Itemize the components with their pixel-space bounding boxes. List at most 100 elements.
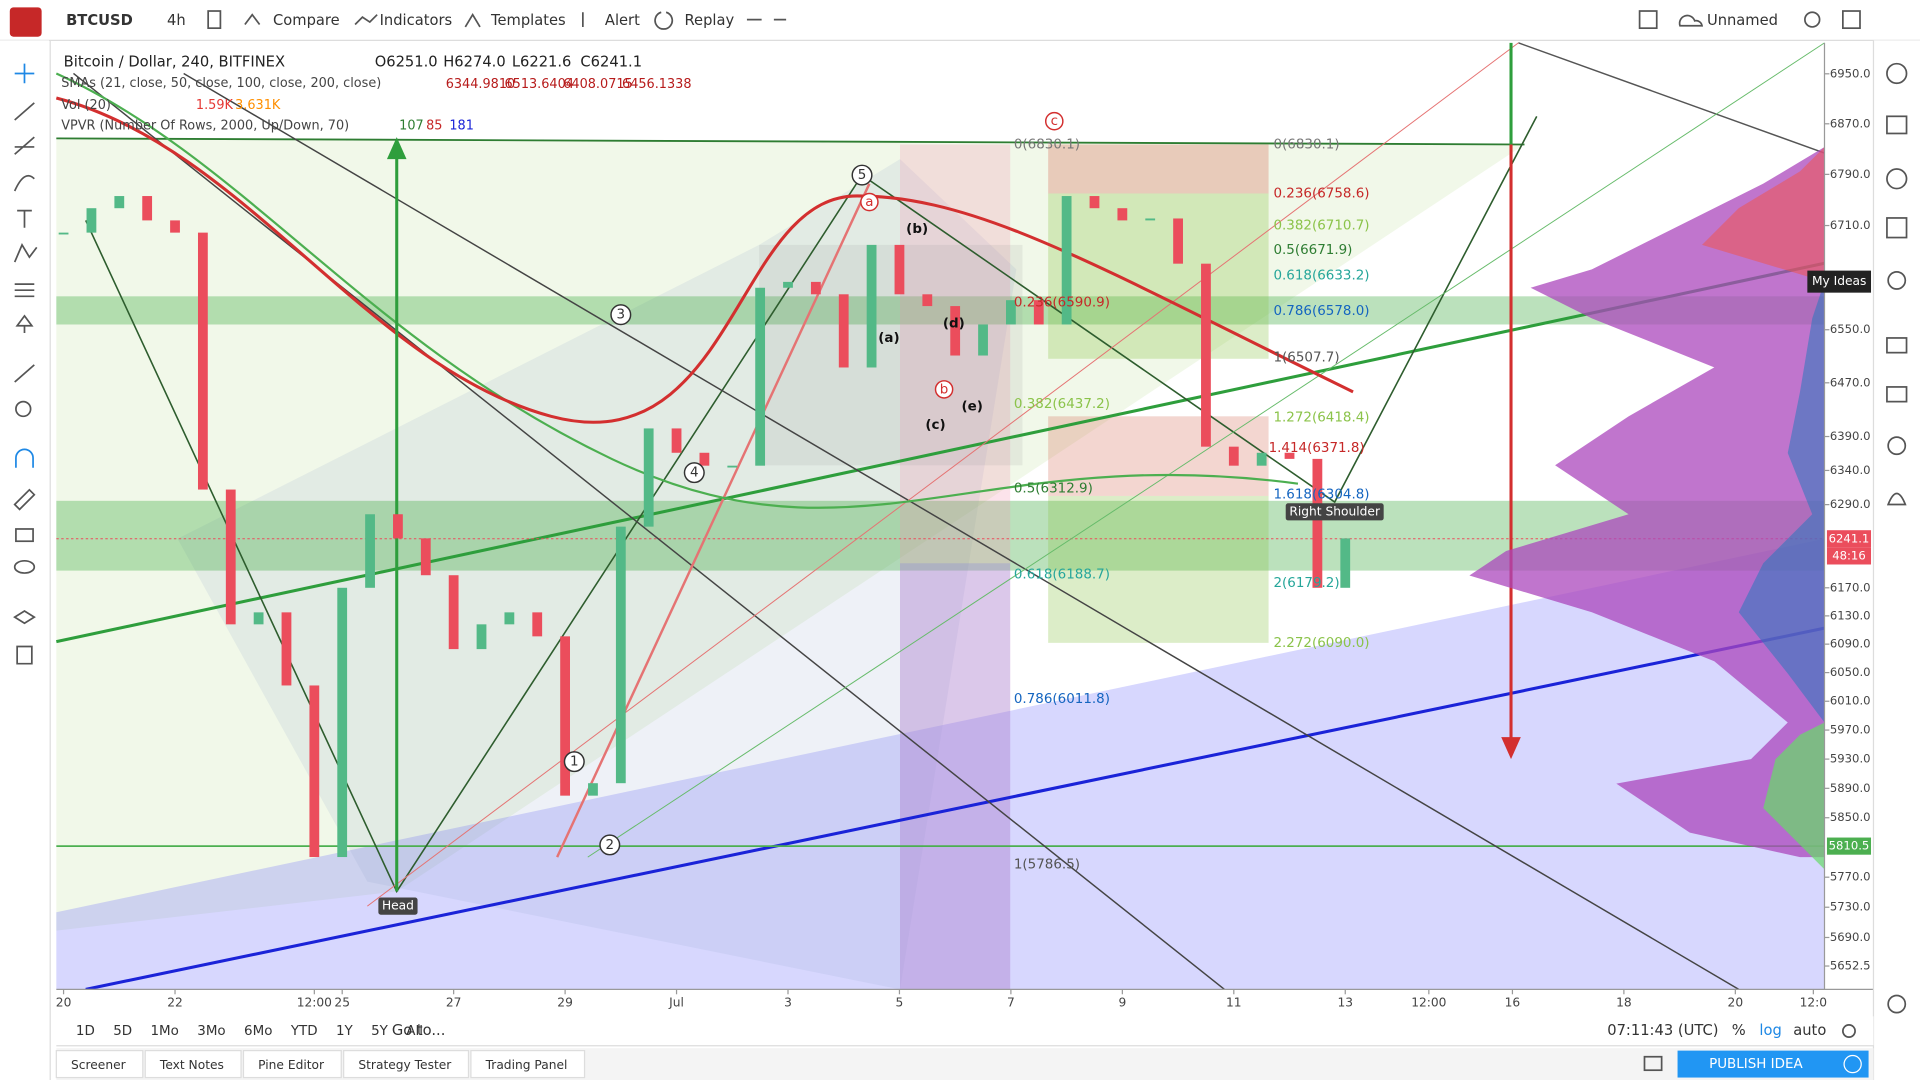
axes: 6950.0 6870.0 6790.0 6710.0 6550.0 6470.0 6390… [56,66,1871,1009]
symbol-title: Bitcoin / Dollar, 240, BITFINEX [64,53,285,70]
candle [281,612,292,686]
fullscreen-button[interactable] [1842,10,1861,30]
candle [1312,458,1323,588]
chart-type-icon[interactable] [207,10,222,30]
trendline [556,183,871,858]
tab-label[interactable]: Screener [71,1058,127,1072]
fib-label: 0.786(6011.8) [1014,692,1110,707]
tool-ruler[interactable] [14,364,35,383]
percent-button[interactable]: % [1732,1022,1746,1039]
range-button[interactable]: 5Y [371,1024,389,1039]
tab[interactable]: Screener [55,1050,144,1079]
tab[interactable]: Trading Panel [470,1050,586,1079]
tab-frame[interactable] [470,1050,586,1079]
candle [86,208,97,233]
price-badge [1826,530,1872,548]
alerts-button[interactable] [1886,168,1908,190]
tab-frame[interactable] [343,1050,470,1079]
watchlist-button[interactable] [1886,62,1908,85]
snapshot-button[interactable] [1643,1055,1663,1072]
range-button[interactable]: 3Mo [197,1024,225,1039]
messages-button[interactable] [1886,386,1908,403]
wave-label: 1 [570,755,579,770]
fib-label: 1(6507.7) [1273,351,1339,366]
fib-label: 1.618(6304.8) [1273,488,1369,503]
tool-layers[interactable] [13,610,36,625]
tool-text[interactable] [17,209,32,228]
chat-button[interactable] [1886,337,1908,354]
toolbar-button[interactable]: Compare [273,12,340,29]
drawing-tools [13,63,38,665]
range-button[interactable]: 5D [113,1024,132,1039]
tab-frame[interactable] [242,1050,342,1079]
tool-forecast[interactable] [14,283,35,298]
tab-frame[interactable] [144,1050,242,1079]
toolbar-button[interactable]: Templates [490,12,566,29]
ideas-button[interactable] [1887,270,1907,290]
toolbar-button[interactable]: Alert [605,12,640,29]
auto-button[interactable]: auto [1793,1022,1826,1039]
publish-button[interactable] [1677,1050,1869,1078]
hotlist-button[interactable] [1887,436,1907,456]
candle [950,306,961,356]
symbol-search[interactable]: BTCUSD [66,12,133,29]
bug-button[interactable] [1887,994,1907,1014]
publish-label[interactable]: PUBLISH IDEA [1709,1057,1803,1072]
tool-fib[interactable] [14,136,35,155]
tool-magnet[interactable] [15,448,34,468]
log-button[interactable]: log [1759,1022,1781,1039]
goto-button[interactable]: Go to... [392,1022,446,1039]
tool-lock-draw[interactable] [13,488,36,511]
tool-arrow[interactable] [15,314,34,334]
calendar-button[interactable] [1886,217,1908,239]
tab[interactable]: Pine Editor [242,1050,342,1079]
tab[interactable]: Text Notes [144,1050,242,1079]
axis-settings[interactable] [1842,1024,1856,1038]
fullscreen-toggle[interactable] [1638,10,1658,30]
x-tick-label: 12:00 [297,995,332,1009]
indicator-value: 6344.9810 [446,77,515,92]
news-button[interactable] [1886,115,1908,135]
notifications-button[interactable] [1886,492,1907,506]
candle [142,196,153,221]
tab-label[interactable]: Text Notes [159,1058,224,1072]
fib-label: 1.414(6371.8) [1269,441,1365,456]
range-button[interactable]: 6Mo [244,1024,272,1039]
toolbar-button[interactable]: Replay [684,12,734,29]
tool-visibility[interactable] [13,559,36,574]
settings-button[interactable] [1804,11,1821,28]
tool-line[interactable] [14,102,35,121]
pattern-label: Head [382,899,414,913]
interval-button[interactable]: 4h [167,12,186,29]
clock: 07:11:43 (UTC) [1607,1022,1718,1039]
wave-marker [860,192,879,212]
tab[interactable]: Strategy Tester [343,1050,470,1079]
range-button[interactable]: 1D [76,1024,95,1039]
tool-crosshair[interactable] [14,63,35,84]
layout-name[interactable]: Unnamed [1707,12,1778,29]
tool-delete[interactable] [16,645,33,665]
range-button[interactable]: 1Mo [150,1024,178,1039]
volume-profile [1702,146,1825,282]
range-button[interactable]: All [406,1024,423,1039]
indicator-value: 6513.6404 [504,77,573,92]
pattern-badge [1285,503,1384,521]
range-button[interactable]: 1Y [336,1024,354,1039]
candle [504,612,515,625]
toolbar-button[interactable]: Indicators [380,12,453,29]
tool-lock[interactable] [15,528,34,543]
tab-label[interactable]: Strategy Tester [358,1058,452,1072]
tool-pattern[interactable] [13,243,38,263]
wave-label: a [865,195,873,210]
candle [337,587,348,858]
logo[interactable] [9,7,42,37]
right-toolbar [1873,40,1920,1080]
tab-label[interactable]: Pine Editor [258,1058,325,1072]
tool-brush[interactable] [13,175,35,192]
tab-frame[interactable] [55,1050,144,1079]
tab-label[interactable]: Trading Panel [485,1058,568,1072]
range-button[interactable]: YTD [290,1024,318,1039]
candle [253,612,264,625]
tool-zoom[interactable] [15,400,32,418]
